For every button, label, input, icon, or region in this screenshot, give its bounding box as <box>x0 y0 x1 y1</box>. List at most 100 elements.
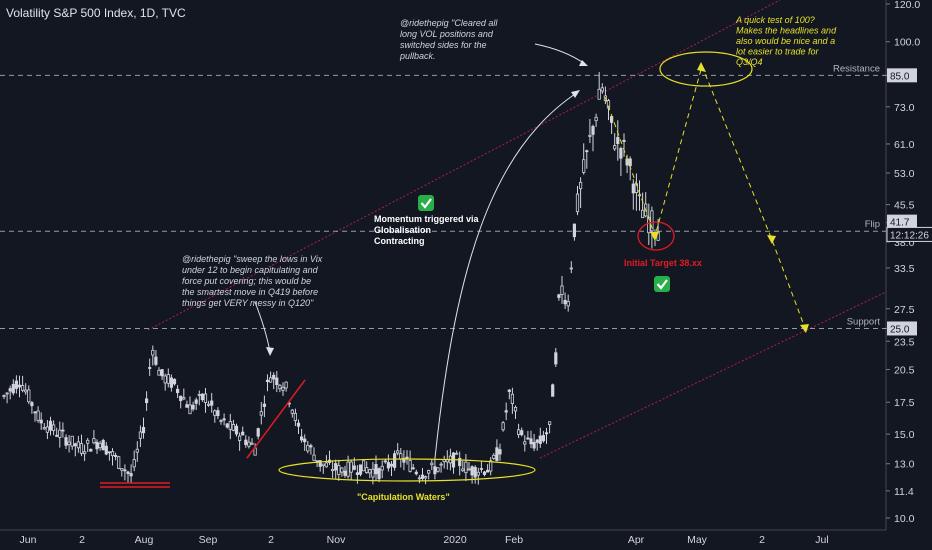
x-tick-label: 2020 <box>443 534 467 546</box>
candle-body <box>383 460 387 463</box>
candle-body <box>120 468 124 471</box>
candle-body <box>498 449 502 455</box>
candle-body <box>476 471 480 476</box>
candle-body <box>219 420 223 422</box>
candle-body <box>405 456 409 459</box>
candle-body <box>73 443 77 447</box>
candle-body <box>92 438 96 444</box>
candle-body <box>526 437 530 440</box>
candle-body <box>346 461 350 477</box>
candle-body <box>141 426 146 434</box>
candle-body <box>600 87 604 92</box>
candle-body <box>30 402 34 407</box>
candle-body <box>259 411 263 416</box>
candle-body <box>83 451 87 455</box>
x-tick-label: 2 <box>79 534 85 546</box>
candle-body <box>563 299 567 305</box>
candle-body <box>566 301 570 307</box>
candle-body <box>551 384 555 397</box>
y-tick-label: 10.0 <box>894 513 915 525</box>
x-tick-label: Jun <box>20 534 37 546</box>
candle-body <box>371 468 375 478</box>
candle-body <box>389 463 394 467</box>
candle-body <box>89 448 93 452</box>
candle-body <box>309 445 313 448</box>
candle-body <box>572 223 577 238</box>
y-tick-label: 15.0 <box>894 429 915 441</box>
price-label: 85.0 <box>890 71 910 82</box>
candle-body <box>622 139 626 142</box>
candle-body <box>175 388 180 394</box>
candle-body <box>361 460 366 472</box>
x-tick-label: 2 <box>268 534 274 546</box>
candle-body <box>637 194 642 197</box>
capitulation-ellipse <box>278 458 536 482</box>
candle-body <box>374 464 378 475</box>
candle-body <box>250 442 254 445</box>
candle-body <box>172 378 177 385</box>
candle-body <box>36 410 40 421</box>
initial-target-circle <box>637 221 675 251</box>
initial-target-annotation: Initial Target 38.xx <box>624 258 702 268</box>
y-tick-label: 53.0 <box>894 168 915 180</box>
y-tick-label: 17.5 <box>894 397 915 409</box>
candle-body <box>296 422 301 427</box>
candle-body <box>436 467 440 472</box>
candle-body <box>126 471 130 474</box>
candle-body <box>160 369 164 377</box>
y-tick-label: 100.0 <box>894 37 920 49</box>
candle-body <box>591 126 595 135</box>
candle-body <box>129 473 133 477</box>
candle-body <box>467 468 471 471</box>
check-icon <box>420 198 432 209</box>
price-label-box <box>887 321 917 336</box>
candle-body <box>557 294 561 298</box>
candle-body <box>117 456 121 469</box>
candle-body <box>585 150 589 153</box>
candle-body <box>582 159 586 173</box>
candle-body <box>492 454 496 459</box>
candle-body <box>138 431 142 439</box>
candle-body <box>423 476 428 479</box>
y-tick-label: 20.5 <box>894 365 915 377</box>
y-tick-label: 73.0 <box>894 102 915 114</box>
candle-body <box>79 443 84 454</box>
candle-body <box>631 183 635 194</box>
candle-body <box>67 441 71 446</box>
check-icon <box>654 276 670 292</box>
candle-body <box>541 435 546 442</box>
y-tick-label: 33.5 <box>894 263 915 275</box>
candle-body <box>368 469 372 474</box>
candle-body <box>461 468 465 472</box>
tweet-top-arrowhead <box>579 60 588 66</box>
candle-body <box>237 435 242 441</box>
channel-lower-line <box>539 291 887 459</box>
candle-body <box>210 400 214 406</box>
candle-body <box>197 394 201 396</box>
candle-body <box>55 434 59 437</box>
candle-body <box>284 381 288 389</box>
x-tick-label: Feb <box>505 534 523 546</box>
candle-body <box>272 374 276 380</box>
candle-body <box>470 466 474 476</box>
candle-body <box>48 420 53 431</box>
capitulation-annotation: "Capitulation Waters" <box>357 492 450 502</box>
candle-body <box>101 440 105 451</box>
candle-body <box>343 470 347 476</box>
quick-test-annotation: A quick test of 100? Makes the headlines … <box>735 15 837 67</box>
candle-body <box>228 421 232 430</box>
candle-body <box>337 465 341 476</box>
y-tick-label: 13.0 <box>894 459 915 471</box>
candle-body <box>39 419 43 424</box>
candle-body <box>76 441 80 449</box>
check-icon <box>418 195 434 211</box>
candle-body <box>231 424 235 431</box>
level-label: Support <box>847 316 881 327</box>
candle-body <box>529 438 533 445</box>
candle-body <box>340 467 344 473</box>
candle-body <box>579 181 583 190</box>
projection-path <box>604 64 806 329</box>
candle-body <box>262 403 267 407</box>
